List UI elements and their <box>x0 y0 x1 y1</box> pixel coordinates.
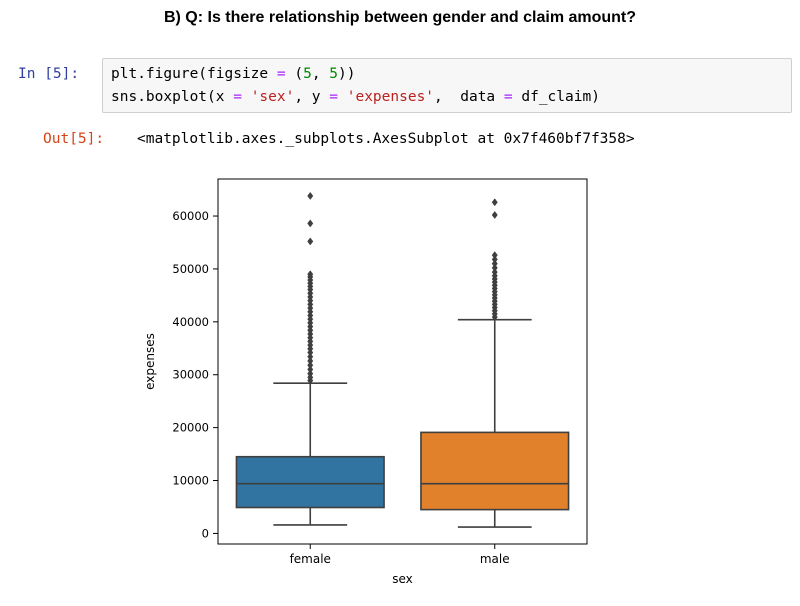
code-token: plt.figure(figsize <box>111 66 277 82</box>
code-token: sns.boxplot(x <box>111 89 234 105</box>
y-tick-label: 10000 <box>172 474 209 488</box>
code-token <box>338 89 347 105</box>
input-prompt: In [5]: <box>18 66 80 82</box>
code-token: )) <box>338 66 356 82</box>
outlier-point <box>307 369 314 378</box>
y-tick-label: 20000 <box>172 421 209 435</box>
code-token-number: 5 <box>303 66 312 82</box>
code-token-operator: = <box>276 66 286 82</box>
outlier-point <box>307 352 314 361</box>
code-token: , y <box>294 89 330 105</box>
outlier-point <box>491 255 498 264</box>
code-token-operator: = <box>503 89 513 105</box>
x-tick-label: female <box>290 552 331 566</box>
y-tick-label: 0 <box>202 526 209 540</box>
code-token: , <box>311 66 330 82</box>
code-line-2: sns.boxplot(x = 'sex', y = 'expenses', d… <box>111 89 600 105</box>
code-token: df_claim) <box>512 89 600 105</box>
output-repr: <matplotlib.axes._subplots.AxesSubplot a… <box>137 131 635 147</box>
outlier-point <box>307 191 314 200</box>
y-tick-label: 60000 <box>172 209 209 223</box>
section-heading: B) Q: Is there relationship between gend… <box>163 9 637 26</box>
boxplot-chart: 0 10000 20000 30000 40000 50000 60000 female mal… <box>143 178 588 586</box>
code-token-operator: = <box>329 89 338 105</box>
outlier-point <box>307 356 314 365</box>
code-cell[interactable]: plt.figure(figsize = (5, 5)) sns.boxplot… <box>102 58 792 113</box>
outlier-point <box>491 268 498 277</box>
x-axis-label: sex <box>392 572 413 586</box>
box-female <box>235 455 385 509</box>
code-token <box>242 89 251 105</box>
y-tick-label: 50000 <box>172 262 209 276</box>
outlier-point <box>491 210 498 219</box>
y-tick-label: 30000 <box>172 368 209 382</box>
outlier-point <box>307 237 314 246</box>
plot-frame <box>217 178 588 545</box>
y-tick-label: 40000 <box>172 315 209 329</box>
code-token-number: 5 <box>329 66 339 82</box>
outlier-point <box>307 219 314 228</box>
code-token: ( <box>285 66 304 82</box>
outlier-point <box>491 263 498 272</box>
code-token-operator: = <box>233 89 242 105</box>
code-token: , data <box>434 89 504 105</box>
outlier-point <box>491 259 498 268</box>
code-token-string: 'expenses' <box>346 89 435 105</box>
outlier-point <box>307 270 314 279</box>
code-token-string: 'sex' <box>250 89 295 105</box>
y-axis-label: expenses <box>143 333 157 390</box>
outlier-point <box>491 251 498 260</box>
outlier-point <box>307 361 314 370</box>
outlier-point <box>307 365 314 374</box>
code-line-1: plt.figure(figsize = (5, 5)) <box>111 66 355 82</box>
output-prompt: Out[5]: <box>43 131 105 147</box>
box-male <box>420 431 570 511</box>
outlier-point <box>491 198 498 207</box>
x-tick-label: male <box>480 552 510 566</box>
